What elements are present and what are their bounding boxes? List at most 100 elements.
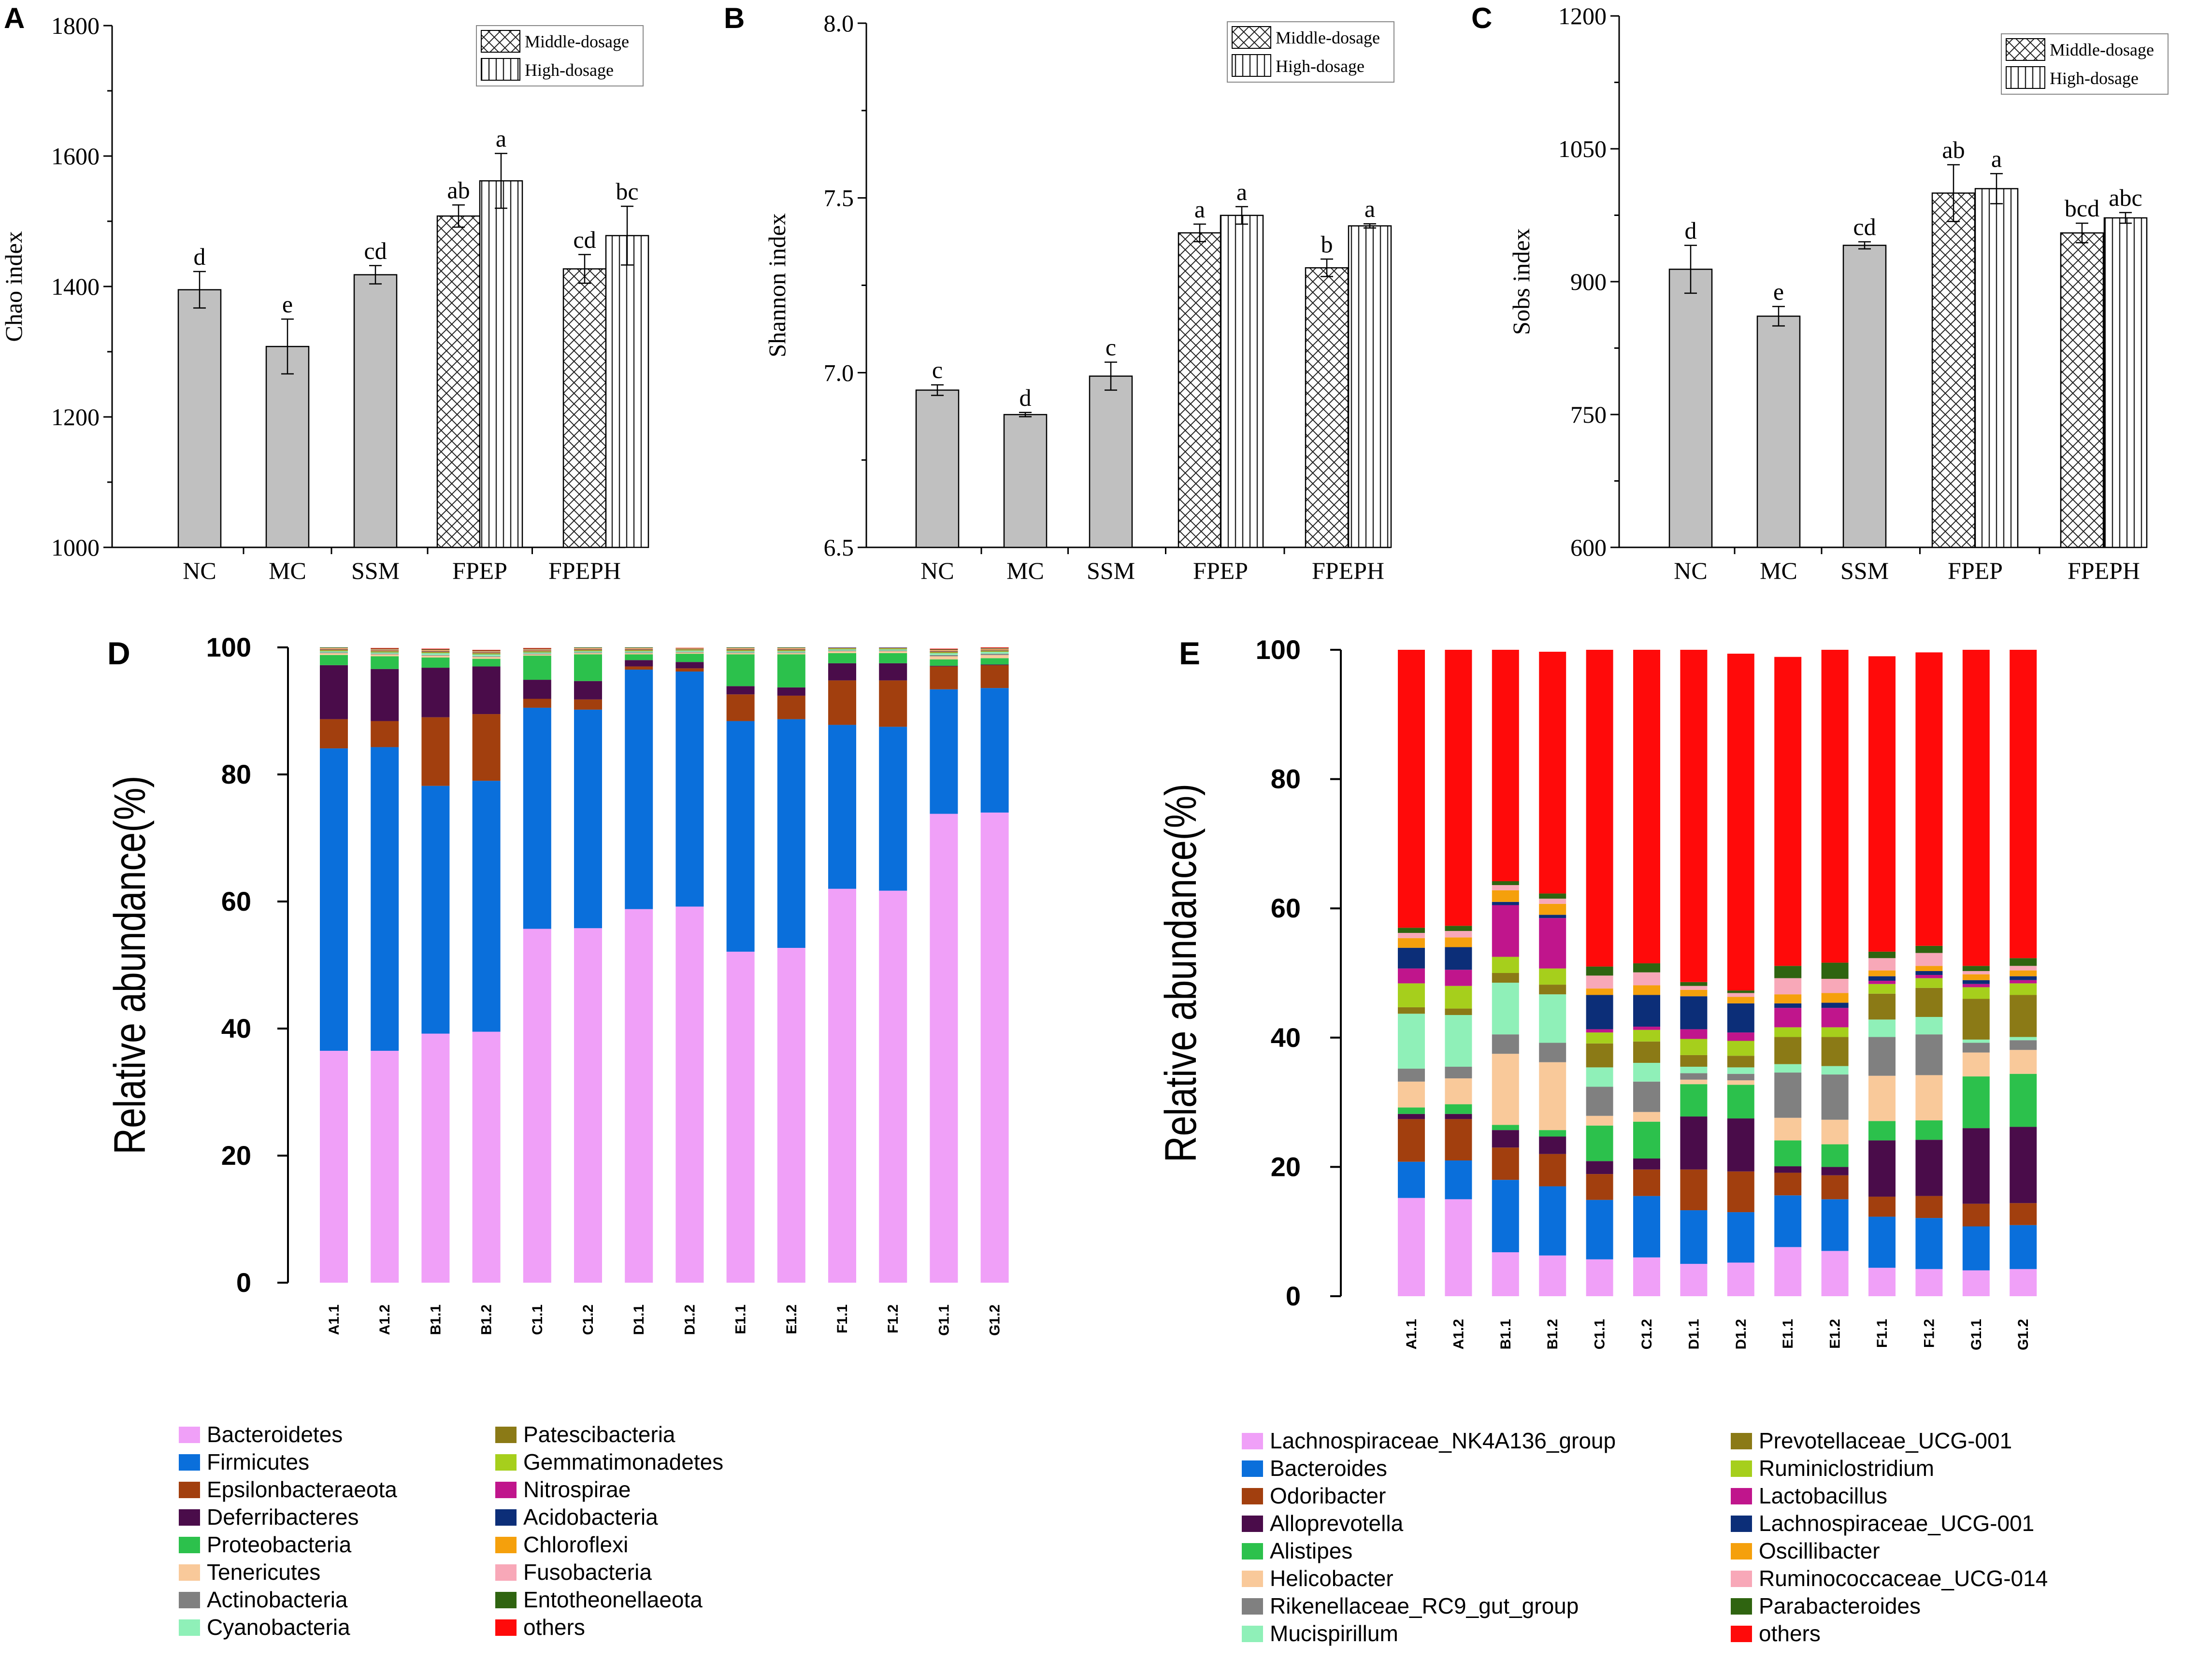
segment-alloprevotella [1586, 1161, 1613, 1174]
segment-entotheonellaeota [777, 647, 805, 648]
segment-mucispirillum [2010, 1037, 2037, 1041]
legend-swatch-proteobacteria [179, 1537, 200, 1553]
segment-parabacteroides [1962, 966, 1990, 971]
stacked-bar-f1-2 [1915, 652, 1943, 1296]
y-tick-label: 1200 [51, 403, 100, 430]
segment-parabacteroides [1680, 982, 1708, 986]
segment-bacteroidetes [675, 906, 704, 1283]
segment-entotheonellaeota [625, 647, 653, 648]
segment-oscillibacter [1633, 985, 1660, 995]
segment-epsilonbacteraeota [726, 694, 755, 721]
segment-firmicutes [726, 721, 755, 952]
stacked-bar-c1-2 [1633, 650, 1660, 1296]
segment-odoribacter [2010, 1203, 2037, 1225]
segment-cyanobacteria [371, 652, 399, 654]
segment-lachnospiraceae-ucg-001 [1492, 901, 1519, 905]
segment-ruminiclostridium [1821, 1027, 1849, 1037]
stacked-bar-e1-2 [777, 647, 805, 1283]
legend-label-lactobacillus: Lactobacillus [1759, 1483, 1887, 1508]
stacked-bar-c1-1 [1586, 650, 1613, 1296]
segment-parabacteroides [1445, 926, 1472, 931]
segment-bacteroides [1492, 1180, 1519, 1253]
stacked-bar-d1-2 [1727, 654, 1754, 1296]
x-category-label: E1.1 [1780, 1319, 1796, 1349]
y-tick-label: 0 [236, 1267, 251, 1298]
legend-swatch-odoribacter [1242, 1488, 1263, 1504]
y-tick-label: 20 [1271, 1151, 1301, 1182]
segment-alistipes [1586, 1125, 1613, 1161]
segment-rikenellaceae-rc9-gut-group [1821, 1074, 1849, 1120]
segment-lactobacillus [1774, 1008, 1802, 1028]
segment-cyanobacteria [472, 654, 501, 657]
bar-fpeph-cross [1305, 267, 1349, 548]
segment-rikenellaceae-rc9-gut-group [1774, 1073, 1802, 1118]
segment-firmicutes [625, 670, 653, 909]
segment-others [1445, 650, 1472, 926]
segment-lachnospiraceae-ucg-001 [1633, 995, 1660, 1027]
segment-alloprevotella [1445, 1114, 1472, 1119]
segment-acidobacteria [777, 649, 805, 650]
segment-firmicutes [371, 747, 399, 1051]
segment-oscillibacter [1774, 994, 1802, 1003]
segment-ruminiclostridium [1962, 987, 1990, 999]
segment-lachnospiraceae-nk4a136-group [1539, 1255, 1566, 1296]
segment-ruminococcaceae-ucg-014 [1586, 975, 1613, 989]
stacked-bar-e1-1 [1774, 657, 1802, 1296]
segment-ruminococcaceae-ucg-014 [1633, 972, 1660, 986]
legend-label-oscillibacter: Oscillibacter [1759, 1538, 1880, 1563]
segment-cyanobacteria [675, 650, 704, 652]
segment-cyanobacteria [980, 652, 1009, 654]
legend-swatch-bacteroidetes [179, 1427, 200, 1443]
legend-label-ruminococcaceae-ucg-014: Ruminococcaceae_UCG-014 [1759, 1566, 2048, 1591]
segment-acidobacteria [726, 649, 755, 650]
segment-acidobacteria [828, 647, 856, 648]
segment-bacteroides [1727, 1212, 1754, 1263]
legend-swatch-gemmatimonadetes [495, 1454, 517, 1471]
bar-ssm-solid [1842, 244, 1887, 548]
segment-gemmatimonadetes [523, 651, 551, 652]
x-category-label: FPEPH [548, 557, 621, 584]
segment-odoribacter [1868, 1196, 1896, 1217]
segment-deferribacteres [574, 681, 602, 700]
y-tick-label: 80 [1271, 764, 1301, 794]
genus-abundance-chart: 0 20 40 60 80 100 Relative abundance(%) A1.1 A1.… [1156, 634, 2048, 1646]
x-category-label: E1.1 [733, 1304, 749, 1334]
segment-others [1492, 650, 1519, 882]
bar-fpeph-cross [562, 268, 607, 548]
segment-helicobacter [1915, 1075, 1943, 1121]
segment-alloprevotella [1727, 1118, 1754, 1172]
segment-mucispirillum [1586, 1067, 1613, 1087]
segment-ruminococcaceae-ucg-014 [1539, 899, 1566, 904]
segment-lachnospiraceae-nk4a136-group [2010, 1269, 2037, 1296]
segment-acidobacteria [421, 651, 450, 652]
segment-lachnospiraceae-ucg-001 [1539, 915, 1566, 918]
segment-helicobacter [1633, 1112, 1660, 1122]
segment-alistipes [1915, 1120, 1943, 1140]
y-tick-label: 6.5 [824, 534, 854, 561]
significance-letter: c [1106, 334, 1116, 361]
segment-rikenellaceae-rc9-gut-group [1633, 1081, 1660, 1112]
segment-others [1680, 650, 1708, 982]
segment-parabacteroides [1868, 951, 1896, 959]
legend-label-others: others [1759, 1621, 1821, 1646]
legend-swatch-high [2006, 66, 2045, 89]
x-category-label: B1.2 [479, 1304, 495, 1335]
segment-rikenellaceae-rc9-gut-group [1398, 1069, 1425, 1082]
y-tick-label: 20 [221, 1140, 251, 1171]
legend-swatch-chloroflexi [495, 1537, 517, 1553]
segment-firmicutes [828, 725, 856, 889]
segment-alistipes [2010, 1073, 2037, 1127]
x-category-label: G1.2 [2015, 1319, 2031, 1350]
segment-oscillibacter [1727, 997, 1754, 1003]
segment-proteobacteria [625, 654, 653, 660]
significance-letter: d [1020, 384, 1032, 411]
segment-lachnospiraceae-ucg-001 [1962, 980, 1990, 984]
legend-label-rikenellaceae-rc9-gut-group: Rikenellaceae_RC9_gut_group [1270, 1593, 1579, 1618]
segment-lachnospiraceae-ucg-001 [2010, 976, 2037, 980]
significance-letter: a [496, 125, 506, 152]
y-axis-title: Relative abundance(%) [105, 775, 155, 1154]
legend-swatch-entotheonellaeota [495, 1592, 517, 1608]
segment-lachnospiraceae-ucg-001 [1680, 996, 1708, 1030]
segment-ruminococcaceae-ucg-014 [1445, 931, 1472, 938]
segment-rikenellaceae-rc9-gut-group [1915, 1034, 1943, 1075]
